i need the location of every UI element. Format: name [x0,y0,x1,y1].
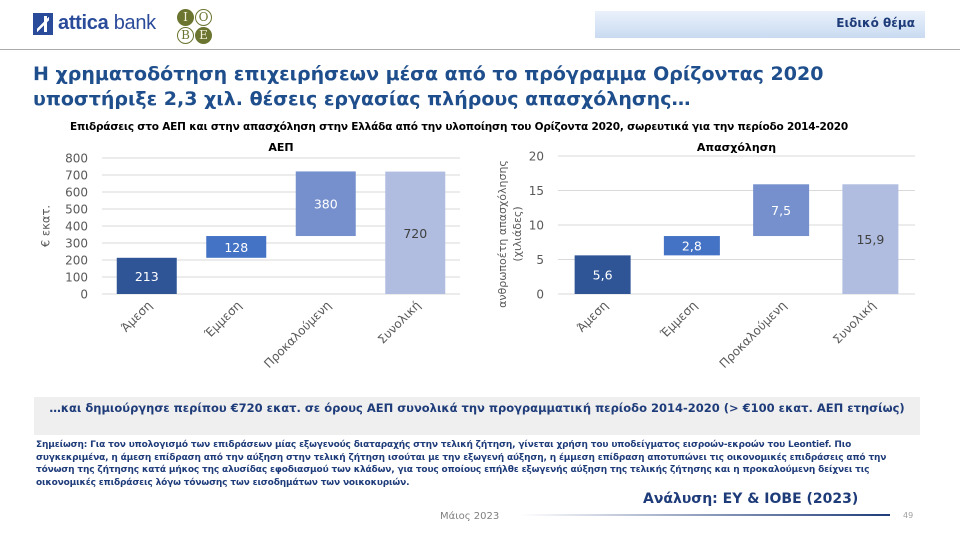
chart-title: Απασχόληση [697,141,776,154]
attica-logo-text: attica bank [58,12,156,35]
data-label: 128 [224,240,248,255]
gdp-chart: ΑΕΠ 0 100 200 300 400 500 600 700 800 € εκατ. 213 Άμ… [39,141,460,371]
data-label: 380 [314,197,338,212]
employment-chart: Απασχόληση 0 5 10 15 20 ανθρωποέτη απασχόλησης… [496,141,915,371]
bar-3 [753,184,810,237]
page-number: 49 [903,511,914,520]
x-tick-label: Έμμεση [657,298,700,341]
category-label: Έμμεση [657,298,700,341]
y-tick-label: 600 [65,186,88,200]
y-tick-label: 800 [65,152,88,166]
source-label: Ανάλυση: EY & IOBE (2023) [643,491,859,507]
y-tick-label: 500 [65,203,88,217]
y-tick-label: 10 [529,219,544,233]
y-tick-label: 20 [529,150,544,164]
y-tick-label: 5 [536,253,544,267]
iobe-logo-letter: I [177,9,194,26]
bar-3 [295,171,356,237]
attica-logo-icon [33,12,53,35]
bar-4 [385,171,446,294]
y-axis-label-line: ανθρωποέτη απασχόλησης [496,160,509,308]
section-label: Ειδικό θέμα [836,16,915,30]
y-tick-label: 0 [80,288,88,302]
y-tick-label: 200 [65,254,88,268]
category-label: Συνολική [375,298,423,346]
header-divider [0,49,960,50]
x-tick-label: Συνολική [830,298,878,346]
brand-name-bold: attica [58,12,109,34]
footer-date: Μάιος 2023 [440,511,500,522]
category-label: Έμμεση [201,298,244,341]
category-label: Προκαλούμενη [717,298,790,371]
page-title: Η χρηματοδότηση επιχειρήσεων μέσα από το… [33,63,824,110]
bar-1 [116,257,177,294]
y-tick-label: 300 [65,237,88,251]
x-tick-label: Άμεση [118,298,155,335]
data-label: 5,6 [593,268,613,283]
bar-2 [206,236,267,258]
bar-2 [663,236,720,256]
y-tick-label: 100 [65,271,88,285]
data-label: 720 [403,226,427,241]
chart-subtitle: Επιδράσεις στο ΑΕΠ και στην απασχόληση σ… [70,121,848,133]
brand-name-light: bank [108,12,156,34]
x-tick-label: Άμεση [574,298,611,335]
y-tick-label: 0 [536,288,544,302]
chart-title: ΑΕΠ [268,141,293,154]
y-tick-label: 700 [65,169,88,183]
data-label: 213 [135,269,159,284]
section-banner: Ειδικό θέμα [595,11,925,38]
iobe-logo-letter: O [195,9,212,26]
iobe-logo-letter: B [177,27,194,44]
x-tick-label: Έμμεση [201,298,244,341]
data-label: 2,8 [682,239,702,254]
iobe-logo-letter: E [195,27,212,44]
category-label: Συνολική [830,298,878,346]
x-tick-label: Προκαλούμενη [261,298,334,371]
category-label: Προκαλούμενη [261,298,334,371]
footer-divider [520,514,890,516]
callout-box: …και δημιούργησε περίπου €720 εκατ. σε ό… [34,397,920,435]
y-axis-label: ανθρωποέτη απασχόλησης [496,160,509,308]
y-axis-label: (χιλιάδες) [511,206,524,261]
y-axis-label-line: € εκατ. [39,205,53,247]
y-axis-label-line: (χιλιάδες) [511,206,524,261]
y-axis-label: € εκατ. [39,205,53,247]
y-tick-label: 15 [529,184,544,198]
category-label: Άμεση [118,298,155,335]
x-tick-label: Προκαλούμενη [717,298,790,371]
iobe-logo: I O B E [176,8,212,44]
y-tick-label: 400 [65,220,88,234]
x-tick-label: Συνολική [375,298,423,346]
bar-4 [842,184,899,294]
data-label: 15,9 [856,232,884,247]
methodology-note: Σημείωση: Για τον υπολογισμό των επιδράσ… [36,440,887,488]
data-label: 7,5 [771,203,791,218]
attica-bank-logo: attica bank [33,12,156,35]
category-label: Άμεση [574,298,611,335]
bar-1 [574,255,631,294]
